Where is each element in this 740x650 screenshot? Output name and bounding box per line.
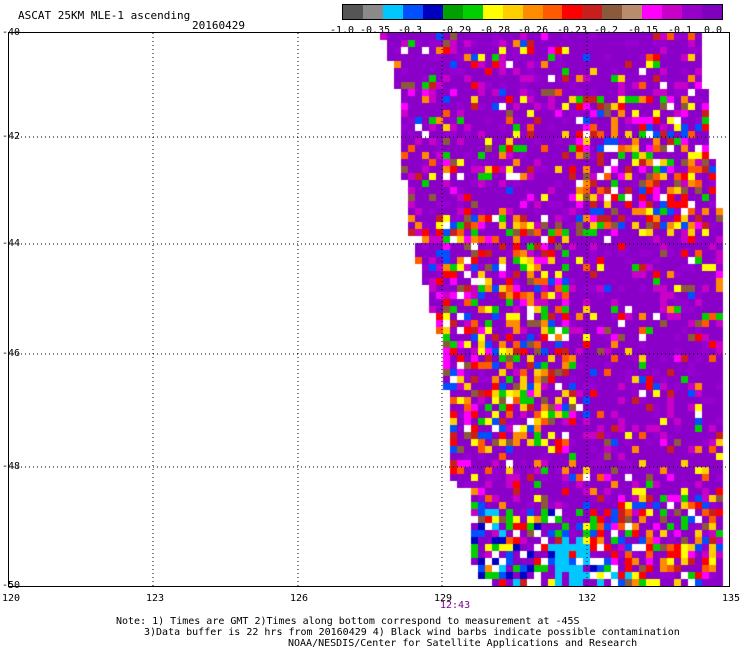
colorbar-label: -0.26 [518, 25, 549, 36]
footnote-line-2: 3)Data buffer is 22 hrs from 20160429 4)… [144, 627, 680, 638]
colorbar-swatch [662, 5, 683, 19]
scatterometer-swath [9, 33, 729, 586]
colorbar-label: -0.1 [668, 25, 693, 36]
colorbar-swatch [582, 5, 603, 19]
lat-label: -42 [2, 131, 21, 142]
colorbar-swatch [422, 5, 443, 19]
map-plot-area [8, 32, 730, 587]
lat-label: -40 [2, 27, 21, 38]
colorbar-swatch [402, 5, 423, 19]
lon-label: 129 [434, 593, 453, 604]
lon-label: 132 [578, 593, 597, 604]
colorbar-label: -0.2 [594, 25, 619, 36]
colorbar-swatch [622, 5, 643, 19]
lat-lon-grid [9, 33, 729, 586]
colorbar-swatch [343, 5, 363, 19]
colorbar-swatch [542, 5, 563, 19]
lat-label: -50 [2, 580, 21, 591]
colorbar-swatch [562, 5, 583, 19]
colorbar-swatch [362, 5, 383, 19]
lat-label: -48 [2, 461, 21, 472]
colorbar-labels: -1.0 -0.35 -0.3 -0.29 -0.28 -0.26 -0.23 … [330, 25, 730, 37]
footnote-line-3: NOAA/NESDIS/Center for Satellite Applica… [288, 638, 638, 649]
colorbar-swatch [462, 5, 483, 19]
lon-label: 120 [2, 593, 21, 604]
colorbar-swatch [682, 5, 703, 19]
lat-label: -46 [2, 348, 21, 359]
colorbar-label: -0.15 [628, 25, 659, 36]
colorbar-label: -0.23 [557, 25, 588, 36]
colorbar-swatch [482, 5, 503, 19]
colorbar-swatch [442, 5, 463, 19]
colorbar-label: -0.29 [441, 25, 472, 36]
colorbar-swatch [642, 5, 663, 19]
map-title: ASCAT 25KM MLE-1 ascending [18, 9, 191, 22]
colorbar-swatch [522, 5, 543, 19]
lon-label: 123 [146, 593, 165, 604]
colorbar-label: -0.35 [360, 25, 391, 36]
colorbar-swatch [602, 5, 623, 19]
colorbar-label: 0.0 [704, 25, 723, 36]
colorbar-label: -0.3 [398, 25, 423, 36]
footnote-line-1: Note: 1) Times are GMT 2)Times along bot… [116, 616, 580, 627]
colorbar-label: -1.0 [330, 25, 355, 36]
colorbar-swatch [702, 5, 723, 19]
swath-time-label: 12:43 [440, 600, 471, 611]
lat-label: -44 [2, 238, 21, 249]
colorbar [342, 4, 723, 20]
colorbar-label: -0.28 [480, 25, 511, 36]
colorbar-swatch [502, 5, 523, 19]
map-date: 20160429 [192, 19, 245, 32]
colorbar-swatch [382, 5, 403, 19]
lon-label: 126 [290, 593, 309, 604]
lon-label: 135 [722, 593, 740, 604]
